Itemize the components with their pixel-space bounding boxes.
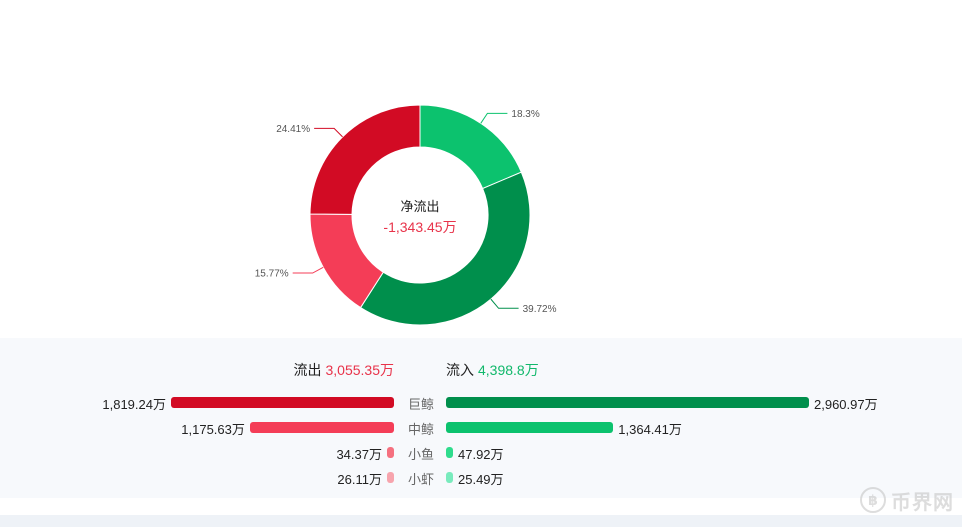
flow-row: 26.11万 小虾 25.49万 <box>0 468 962 488</box>
inflow-bar <box>446 422 614 433</box>
inflow-value-label: 2,960.97万 <box>814 397 878 412</box>
flow-category-label: 中鲸 <box>408 422 435 437</box>
outflow-total: 3,055.35万 <box>325 362 395 378</box>
inflow-value-label: 1,364.41万 <box>618 422 682 437</box>
outflow-bar <box>387 472 394 483</box>
slice-percent-label: 39.72% <box>523 304 557 315</box>
inflow-bar <box>446 397 809 408</box>
flow-panel: 流出 3,055.35万 流入 4,398.8万 1,819.24万 巨鲸 2,960.… <box>0 338 962 498</box>
flow-row: 34.37万 小鱼 47.92万 <box>0 443 962 463</box>
slice-leader-line <box>314 127 343 138</box>
svg-text:฿: ฿ <box>868 493 878 509</box>
outflow-bar <box>387 447 394 458</box>
coin-logo-icon: ฿ <box>860 487 886 513</box>
donut-svg: 18.3% 39.72% 15.77% 24.41% <box>255 104 557 326</box>
inflow-value-label: 47.92万 <box>458 447 504 462</box>
flow-category-label: 小虾 <box>408 472 435 487</box>
donut-center-title: 净流出 <box>400 199 440 214</box>
outflow-value-label: 26.11万 <box>337 472 382 487</box>
slice-leader-line <box>480 112 508 124</box>
flow-category-label: 小鱼 <box>408 447 435 462</box>
outflow-value-label: 34.37万 <box>336 447 382 462</box>
flow-row: 1,175.63万 中鲸 1,364.41万 <box>0 418 962 438</box>
inflow-bar <box>446 447 453 458</box>
slice-leader-line <box>292 266 324 274</box>
flow-row: 1,819.24万 巨鲸 2,960.97万 <box>0 393 962 413</box>
watermark-text: 币界网 <box>891 491 954 514</box>
outflow-value-label: 1,819.24万 <box>102 397 166 412</box>
outflow-bar <box>170 397 394 408</box>
watermark: ฿ 币界网 <box>859 484 954 516</box>
outflow-summary: 流出 3,055.35万 <box>294 360 395 380</box>
slice-percent-label: 18.3% <box>511 109 539 120</box>
outflow-label: 流出 <box>293 362 322 378</box>
donut-center-value: -1,343.45万 <box>383 219 457 235</box>
donut-slice <box>359 171 531 326</box>
inflow-total: 4,398.8万 <box>478 362 539 378</box>
outflow-value-label: 1,175.63万 <box>181 422 245 437</box>
slice-percent-label: 15.77% <box>255 269 289 280</box>
slice-leader-line <box>490 298 519 309</box>
inflow-summary: 流入 4,398.8万 <box>446 360 539 380</box>
inflow-label: 流入 <box>446 362 474 378</box>
inflow-value-label: 25.49万 <box>458 472 504 487</box>
inflow-bar <box>446 472 453 483</box>
donut-chart: 18.3% 39.72% 15.77% 24.41% 净流出 -1,343.45万 <box>255 104 557 326</box>
slice-percent-label: 24.41% <box>276 124 310 135</box>
outflow-bar <box>249 422 394 433</box>
bottom-strip <box>0 515 962 527</box>
donut-slice <box>309 104 421 215</box>
donut-slice <box>419 104 522 190</box>
flow-category-label: 巨鲸 <box>408 397 435 412</box>
